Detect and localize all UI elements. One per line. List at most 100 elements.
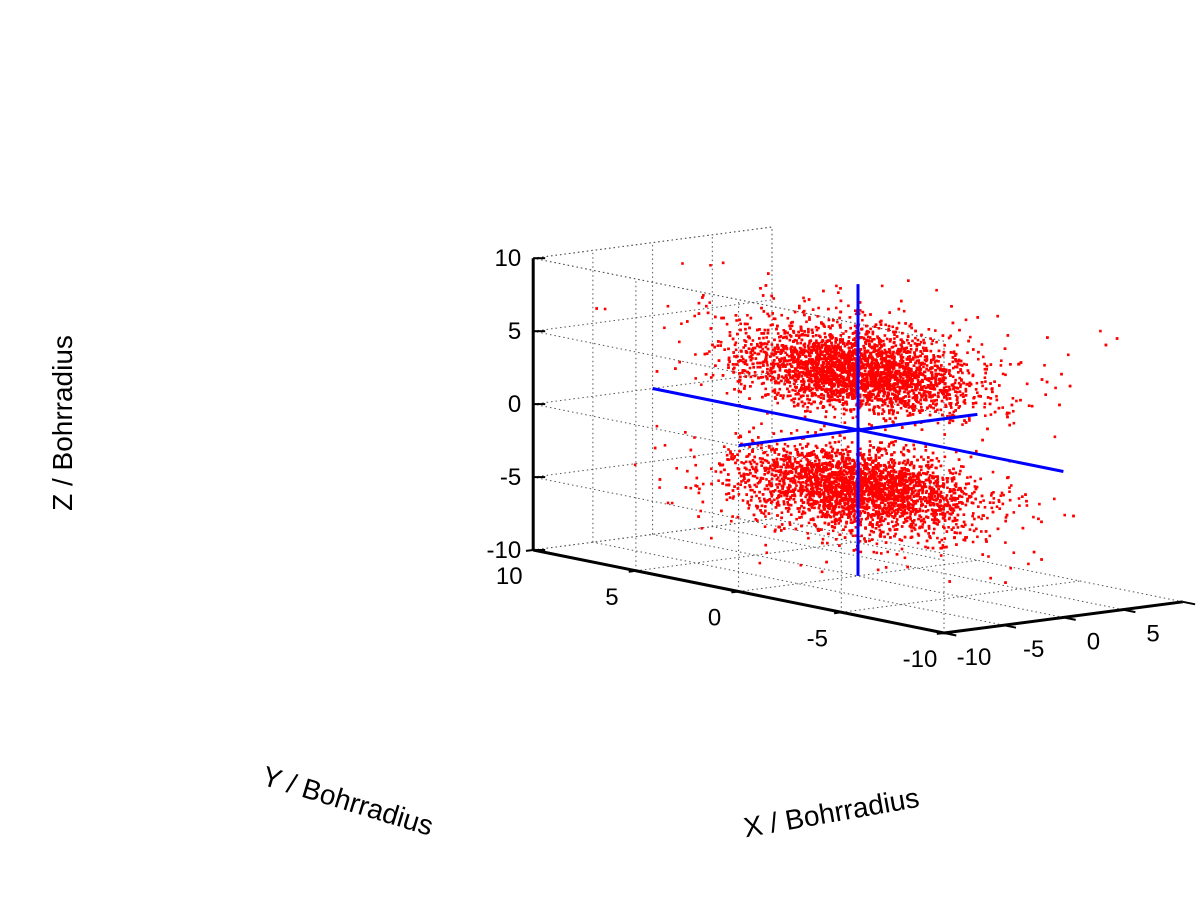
data-point — [988, 534, 992, 538]
data-point — [853, 395, 856, 398]
data-point — [843, 503, 847, 507]
data-point — [866, 511, 870, 515]
data-point — [900, 353, 903, 356]
data-point — [889, 377, 892, 381]
data-point — [937, 520, 941, 523]
data-point — [936, 421, 940, 425]
data-point — [880, 552, 883, 555]
data-point — [959, 385, 962, 389]
data-point — [740, 480, 743, 483]
data-point — [930, 497, 934, 501]
data-point — [846, 360, 849, 364]
y-tick-mark — [936, 632, 945, 635]
data-point — [847, 485, 850, 489]
y-tick-mark — [628, 569, 637, 573]
data-point — [822, 394, 826, 397]
data-point — [948, 505, 952, 508]
data-point — [873, 364, 876, 368]
data-point — [923, 385, 926, 388]
data-point — [851, 483, 855, 486]
data-point — [741, 357, 745, 361]
data-point — [937, 360, 940, 363]
data-point — [914, 511, 918, 514]
data-point — [837, 518, 841, 521]
data-point — [853, 495, 857, 498]
data-point — [795, 484, 798, 487]
data-point — [869, 463, 872, 466]
data-point — [820, 570, 824, 574]
data-point — [983, 376, 987, 379]
data-point — [865, 330, 868, 334]
data-point — [764, 375, 768, 378]
data-point — [837, 440, 841, 444]
data-point — [801, 453, 804, 457]
data-point — [872, 471, 876, 474]
data-point — [1018, 504, 1021, 507]
data-point — [816, 446, 819, 450]
data-point — [889, 374, 893, 377]
data-point — [908, 390, 911, 393]
data-point — [910, 380, 913, 384]
data-point — [876, 335, 879, 338]
data-point — [960, 364, 964, 367]
data-point — [935, 466, 938, 470]
data-point — [800, 515, 803, 519]
data-point — [873, 366, 876, 370]
data-point — [938, 499, 942, 502]
data-point — [911, 356, 915, 359]
data-point — [764, 387, 767, 391]
data-point — [955, 390, 959, 394]
data-point — [663, 326, 666, 330]
data-point — [807, 383, 811, 386]
data-point — [746, 314, 749, 317]
data-point — [782, 459, 786, 463]
data-point — [863, 363, 867, 366]
data-point — [941, 369, 944, 373]
data-point — [921, 385, 925, 389]
data-point — [907, 488, 910, 491]
data-point — [899, 479, 903, 483]
data-point — [868, 422, 871, 426]
x-tick-mark — [1003, 624, 1017, 629]
data-point — [779, 465, 782, 469]
data-point — [850, 441, 854, 444]
data-point — [980, 530, 983, 533]
data-point — [763, 469, 767, 473]
data-point — [767, 461, 770, 464]
data-point — [810, 491, 814, 494]
data-point — [854, 534, 858, 537]
data-point — [902, 446, 906, 449]
data-point — [944, 394, 948, 398]
data-point — [773, 448, 776, 452]
data-point — [793, 370, 796, 373]
data-point — [916, 338, 920, 342]
data-point — [909, 495, 912, 498]
data-point — [944, 385, 948, 389]
data-point — [748, 468, 751, 472]
data-point — [764, 515, 767, 518]
data-point — [934, 329, 937, 332]
data-point — [930, 512, 933, 516]
data-point — [908, 411, 912, 415]
data-point — [913, 342, 917, 345]
data-point — [837, 522, 841, 525]
data-point — [736, 458, 739, 462]
data-point — [878, 449, 881, 452]
data-point — [860, 399, 863, 403]
data-point — [804, 481, 808, 485]
data-point — [901, 472, 905, 475]
data-point — [795, 339, 798, 342]
data-point — [989, 413, 993, 416]
data-point — [866, 364, 869, 368]
data-point — [949, 488, 952, 491]
data-point — [742, 462, 746, 465]
data-point — [958, 376, 961, 380]
data-point — [865, 332, 869, 336]
data-point — [922, 517, 926, 521]
data-point — [834, 503, 838, 506]
data-point — [948, 516, 951, 520]
data-point — [889, 387, 892, 391]
data-point — [872, 508, 875, 512]
data-point — [879, 512, 882, 516]
